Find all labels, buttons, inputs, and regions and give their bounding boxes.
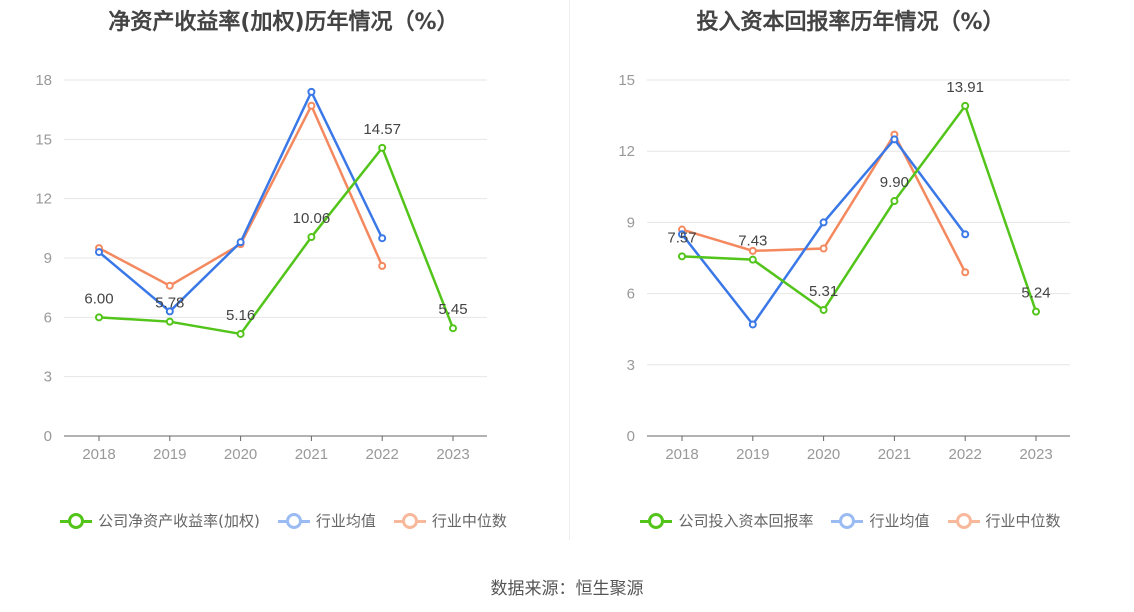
- legend-label: 行业中位数: [431, 512, 507, 530]
- data-point[interactable]: [95, 313, 103, 322]
- chart-legend: 公司投入资本回报率 行业均值 行业中位数: [567, 510, 1134, 531]
- data-point[interactable]: [1032, 307, 1040, 316]
- data-point[interactable]: [165, 317, 174, 326]
- x-tick-label: 2023: [436, 446, 469, 463]
- data-point[interactable]: [890, 197, 899, 206]
- legend-marker-icon: [947, 512, 980, 529]
- data-label: 5.45: [438, 301, 467, 318]
- data-point[interactable]: [748, 255, 757, 264]
- data-label: 13.91: [946, 79, 984, 96]
- y-tick-label: 12: [618, 143, 635, 160]
- chart-title: 净资产收益率(加权)历年情况（%）: [108, 10, 459, 35]
- data-label: 7.57: [667, 229, 696, 246]
- data-point[interactable]: [165, 281, 174, 290]
- series-line: [681, 103, 1038, 313]
- chart-title: 投入资本回报率历年情况（%）: [696, 10, 1005, 35]
- x-tick-label: 2018: [82, 446, 115, 463]
- data-label: 5.24: [1021, 285, 1050, 302]
- data-label: 7.43: [738, 233, 767, 250]
- legend-label: 公司净资产收益率(加权): [98, 512, 260, 530]
- x-tick-label: 2020: [224, 446, 257, 463]
- legend-item[interactable]: 行业均值: [831, 510, 930, 531]
- y-tick-label: 3: [627, 357, 635, 374]
- legend-marker-icon: [393, 512, 426, 529]
- data-point[interactable]: [748, 320, 757, 329]
- data-point[interactable]: [307, 101, 316, 110]
- data-point[interactable]: [236, 238, 245, 247]
- data-point[interactable]: [819, 305, 828, 314]
- data-point[interactable]: [678, 252, 686, 261]
- legend-item[interactable]: 公司净资产收益率(加权): [60, 510, 260, 531]
- data-point[interactable]: [378, 234, 387, 243]
- data-label: 5.31: [809, 283, 838, 300]
- data-point[interactable]: [819, 218, 828, 227]
- data-label: 10.06: [293, 210, 331, 227]
- legend-marker-icon: [277, 512, 310, 529]
- x-tick-label: 2019: [153, 446, 186, 463]
- chart-svg-roe: 0 3 6 9 12 15 18 2018 2019 2020 2021 2022 2023 6.00 5.…: [35, 72, 487, 463]
- legend-label: 行业中位数: [985, 512, 1061, 530]
- data-label: 6.00: [84, 290, 113, 307]
- data-point[interactable]: [307, 87, 316, 96]
- data-point[interactable]: [819, 244, 828, 253]
- chart-panel-roe: 净资产收益率(加权)历年情况（%） 0 3 6 9 12 15 18 2018 2019 2020…: [0, 0, 567, 560]
- data-point[interactable]: [961, 101, 970, 110]
- y-tick-label: 18: [35, 72, 52, 89]
- x-tick-label: 2022: [366, 446, 399, 463]
- data-point[interactable]: [307, 233, 316, 242]
- y-tick-label: 0: [627, 428, 635, 445]
- data-label: 5.16: [226, 307, 255, 324]
- legend-item[interactable]: 行业中位数: [947, 510, 1061, 531]
- x-tick-label: 2023: [1019, 446, 1052, 463]
- data-label: 9.90: [880, 174, 909, 191]
- data-point[interactable]: [165, 307, 174, 316]
- y-tick-label: 12: [35, 191, 52, 208]
- data-point[interactable]: [678, 230, 686, 239]
- y-tick-label: 6: [627, 286, 635, 303]
- y-tick-label: 3: [44, 369, 52, 386]
- legend-marker-icon: [640, 512, 673, 529]
- x-tick-label: 2022: [949, 446, 982, 463]
- legend-item[interactable]: 行业均值: [277, 510, 376, 531]
- legend-label: 行业均值: [869, 512, 930, 530]
- y-tick-label: 15: [618, 72, 635, 89]
- legend-item[interactable]: 公司投入资本回报率: [640, 510, 813, 531]
- x-tick-label: 2018: [665, 446, 698, 463]
- x-tick-label: 2020: [807, 446, 840, 463]
- x-tick-label: 2021: [295, 446, 328, 463]
- data-point[interactable]: [890, 135, 899, 144]
- y-tick-label: 15: [35, 131, 52, 148]
- x-tick-label: 2019: [736, 446, 769, 463]
- data-point[interactable]: [378, 261, 387, 270]
- data-label: 5.78: [155, 295, 184, 312]
- data-point[interactable]: [449, 324, 457, 333]
- legend-marker-icon: [831, 512, 864, 529]
- data-point[interactable]: [748, 246, 757, 255]
- data-point[interactable]: [961, 230, 970, 239]
- data-label: 14.57: [363, 121, 401, 138]
- data-source: 数据来源：恒生聚源: [490, 579, 644, 599]
- data-point[interactable]: [961, 268, 970, 277]
- data-point[interactable]: [378, 143, 387, 152]
- legend-label: 公司投入资本回报率: [678, 512, 814, 530]
- chart-svg-roic: 0 3 6 9 12 15 2018 2019 2020 2021 2022 2023 7.57 7.43…: [618, 72, 1070, 463]
- chart-panel-roic: 投入资本回报率历年情况（%） 0 3 6 9 12 15 2018 2019 2020 2021 2…: [567, 0, 1134, 560]
- data-point[interactable]: [236, 329, 245, 338]
- y-tick-label: 0: [44, 428, 52, 445]
- series-line: [98, 102, 384, 288]
- legend-marker-icon: [60, 512, 93, 529]
- x-tick-label: 2021: [878, 446, 911, 463]
- chart-legend: 公司净资产收益率(加权) 行业均值 行业中位数: [0, 510, 567, 531]
- y-tick-label: 9: [44, 250, 52, 267]
- series-line: [98, 145, 455, 336]
- y-tick-label: 6: [44, 309, 52, 326]
- data-point[interactable]: [95, 248, 103, 257]
- y-tick-label: 9: [627, 214, 635, 231]
- legend-label: 行业均值: [315, 512, 376, 530]
- panel-divider: [569, 0, 570, 540]
- legend-item[interactable]: 行业中位数: [393, 510, 507, 531]
